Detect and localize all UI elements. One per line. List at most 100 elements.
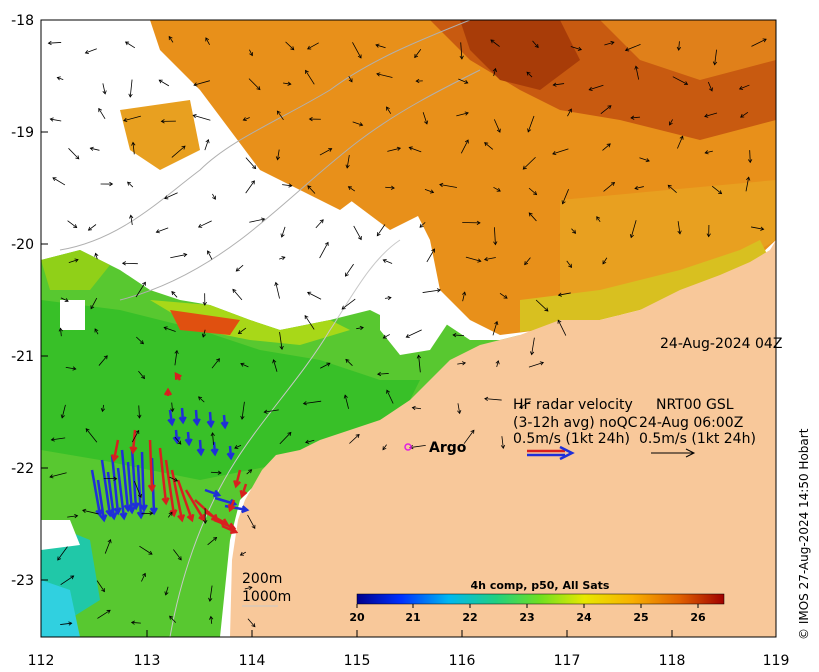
current-arrow [249,218,265,223]
current-arrow [528,362,544,368]
radar-arrow-red [234,469,242,487]
current-arrow [305,439,315,443]
current-arrow [141,573,146,582]
current-arrow [639,157,650,162]
radar-arrow-red [112,439,120,461]
current-arrow [496,360,499,368]
current-arrow [465,256,481,262]
x-tick-label: 113 [134,653,161,669]
current-arrow [168,36,174,43]
argo-float-marker [404,443,412,451]
current-arrow [462,291,466,302]
current-arrow [285,41,295,50]
current-arrow [307,42,319,50]
current-arrow [127,181,134,188]
current-arrow [207,537,217,546]
radar-legend: HF radar velocity NRT00 GSL (3-12h avg) … [513,397,756,461]
current-arrow [241,401,245,420]
land-mass [230,240,776,637]
y-tick-label: -22 [11,461,34,477]
current-arrow [460,42,463,59]
current-arrow [375,44,386,49]
current-arrow [210,471,222,474]
current-arrow [136,336,144,344]
current-arrow [387,147,401,152]
current-arrow [704,112,718,117]
current-arrow [553,83,565,86]
current-arrow [169,615,177,623]
current-arrow [383,334,390,339]
current-arrow [307,291,322,300]
timestamp-label: 24-Aug-2024 04Z [660,336,782,352]
current-arrow [202,329,206,338]
current-arrow [171,145,186,158]
current-arrow [602,143,611,151]
current-arrow [246,469,252,475]
current-arrow [386,390,394,404]
legend-line3: 0.5m/s (1kt 24h) [513,431,630,447]
y-tick-label: -21 [11,349,34,365]
current-arrow [745,177,750,192]
x-tick-label: 116 [449,653,476,669]
current-arrow [406,329,422,338]
legend-line2: (3-12h avg) noQC [513,415,638,431]
current-arrow [386,106,392,114]
current-arrow [240,363,249,368]
current-arrow [348,186,356,192]
current-arrow [457,403,461,414]
current-arrow [98,108,106,119]
current-arrow [98,355,108,366]
current-arrow [238,327,247,334]
current-arrow [164,327,176,332]
current-arrow [499,293,508,299]
radar-arrow-blue [116,467,126,519]
current-arrow [672,76,688,85]
current-arrow [249,49,253,56]
current-arrow [315,219,324,229]
radar-arrow-blue [136,464,143,518]
colorbar-tick: 20 [349,611,365,624]
current-arrow [562,189,569,204]
current-arrow [167,511,173,518]
current-arrow [439,184,457,188]
radar-arrow-red [148,439,154,491]
radar-arrow-red [164,459,176,516]
current-arrow [603,182,615,192]
radar-arrow-blue [100,459,112,516]
colorbar-tick: 24 [576,611,592,624]
current-arrow [235,264,244,272]
current-arrow [170,254,187,259]
current-arrow [418,355,421,373]
current-arrow [344,395,349,409]
current-arrow [307,185,316,194]
current-arrow [130,215,133,226]
current-arrow [493,186,501,192]
current-arrow [528,212,537,222]
current-arrow [123,115,141,122]
current-arrow [414,49,422,58]
x-tick-label: 117 [554,653,581,669]
current-arrow [211,358,220,369]
current-arrow [94,328,99,335]
current-arrow [463,429,475,444]
current-arrow [707,81,713,92]
current-arrow [304,315,315,330]
current-arrow [567,108,572,117]
current-arrow [240,551,247,556]
current-arrow [305,70,315,85]
current-arrow [346,155,350,169]
current-arrow [319,148,332,156]
radar-arrow-red [221,524,237,534]
y-axis: -18 -19 -20 -21 -22 -23 [11,13,48,589]
current-arrow [173,549,182,561]
current-arrow [678,41,680,51]
current-arrow [138,370,145,379]
current-arrow [750,226,764,230]
current-arrow [104,539,111,554]
current-arrow [174,436,182,445]
current-arrow [458,78,468,84]
current-arrow [522,156,536,170]
current-arrow [348,76,353,83]
current-arrow [631,116,641,119]
